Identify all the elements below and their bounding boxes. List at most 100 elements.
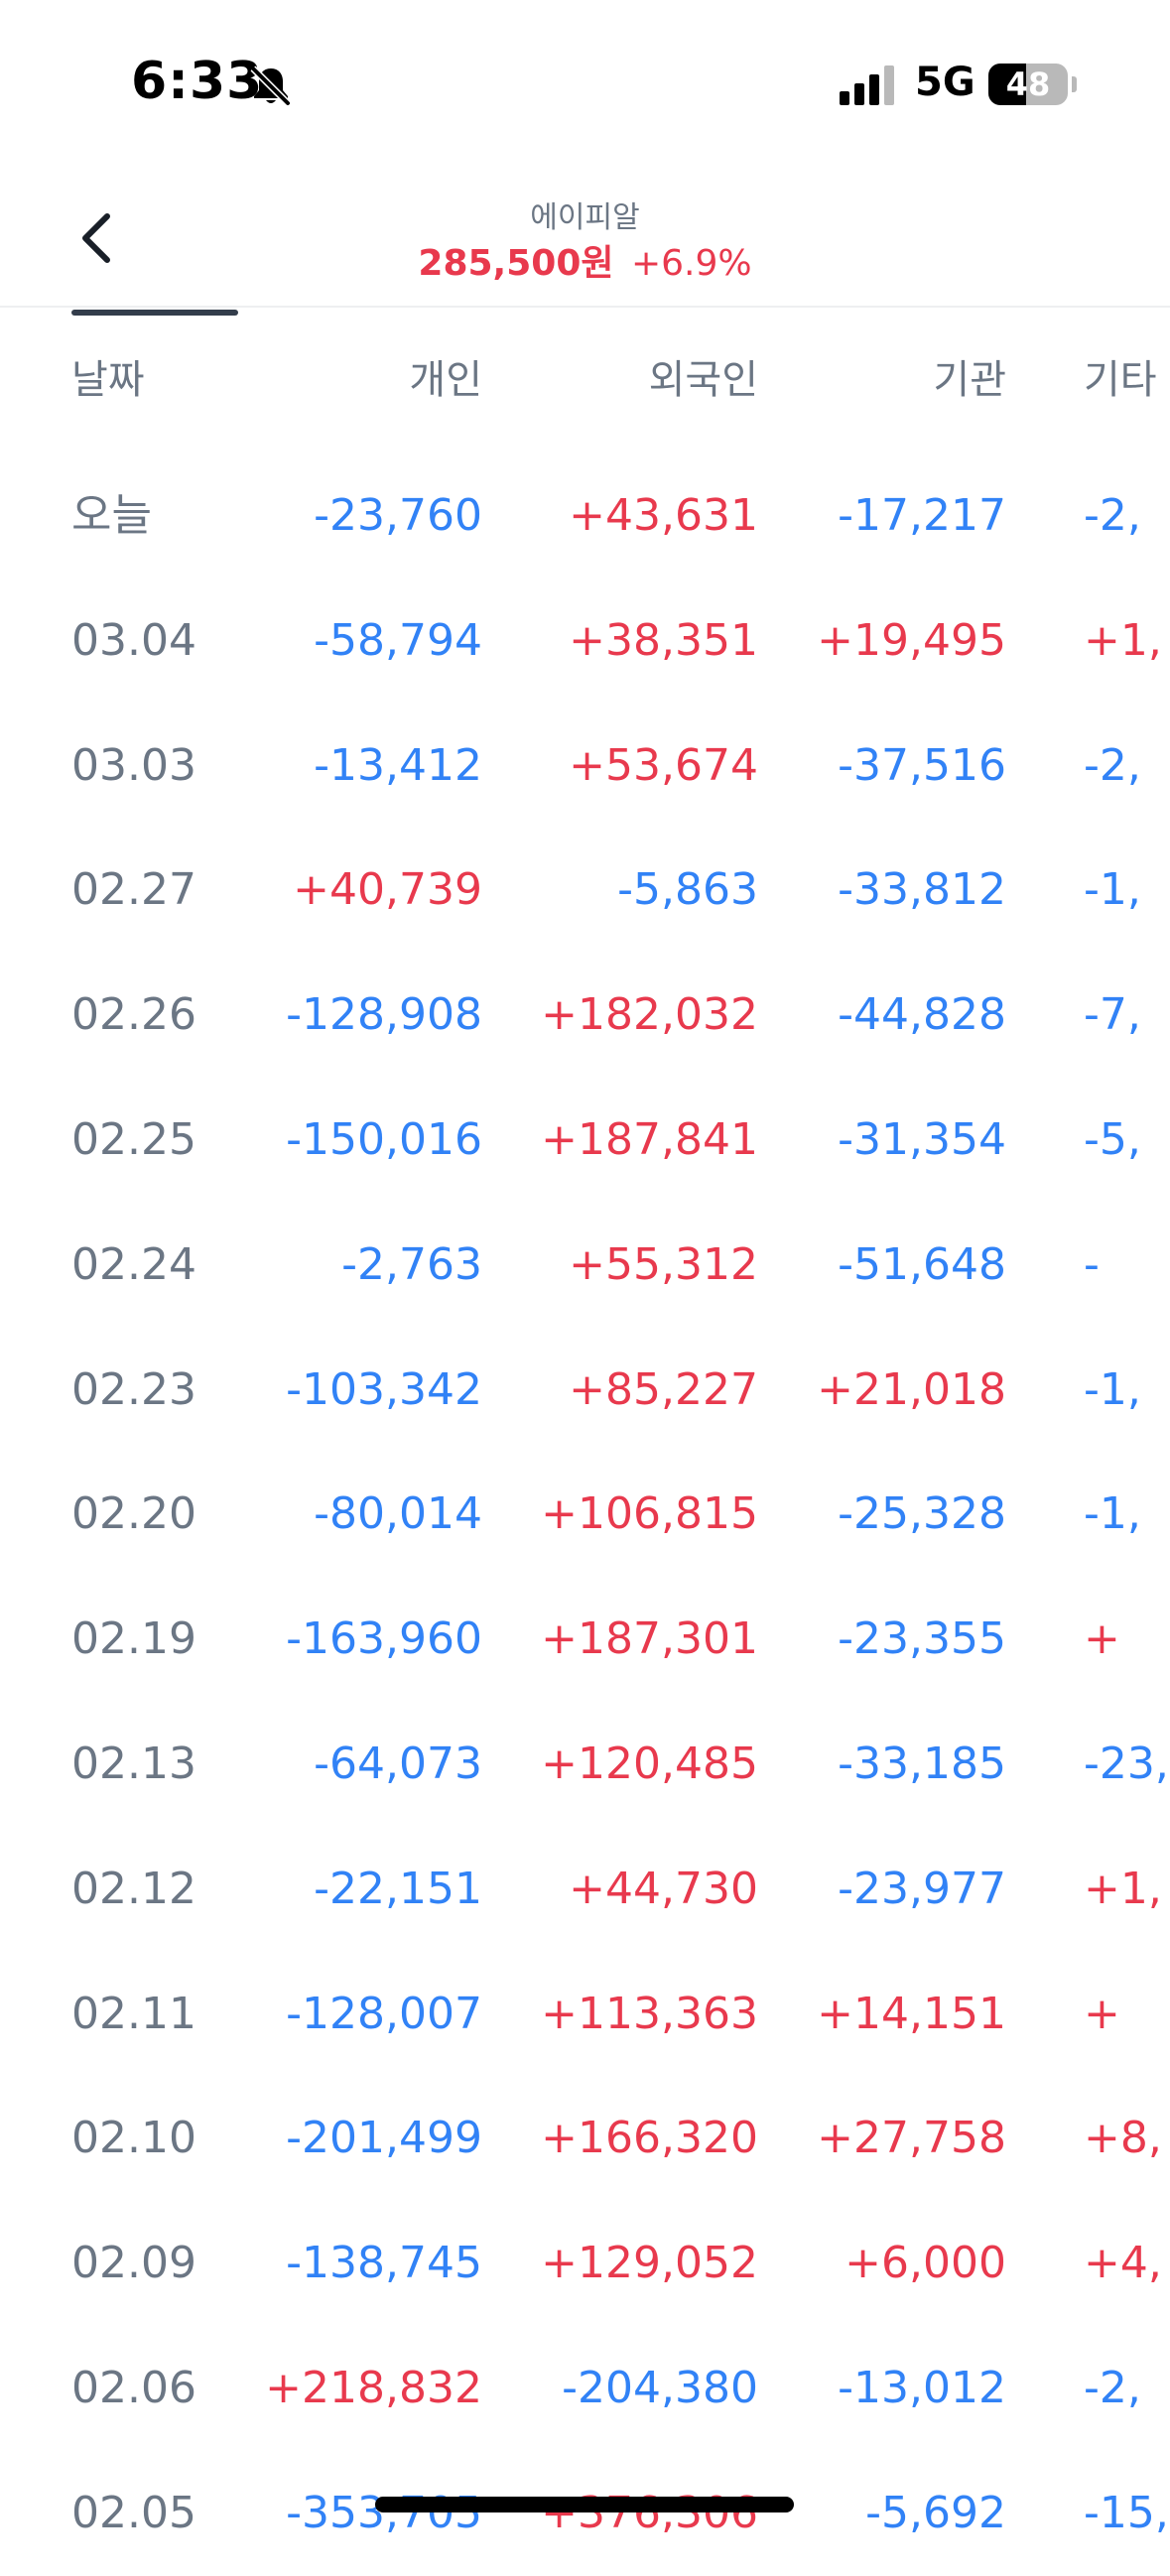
column-header-other[interactable]: 기타 [1084, 357, 1157, 403]
cell-institution: -51,648 [838, 1238, 1006, 1290]
cell-other: -1, [1084, 1363, 1141, 1415]
cell-foreign: +376,306 [541, 2487, 758, 2538]
cell-other: -15, [1084, 2487, 1169, 2538]
cell-date: 02.20 [71, 1488, 196, 1540]
cell-date: 03.03 [71, 739, 196, 791]
cell-foreign: +106,815 [541, 1488, 758, 1540]
cell-individual: -128,908 [286, 989, 482, 1041]
cell-other: -23, [1084, 1739, 1169, 1789]
table-row[interactable]: 02.05 -353,705 +376,306 -5,692 -15, [0, 2451, 1170, 2576]
table-row[interactable]: 02.23 -103,342 +85,227 +21,018 -1, [0, 1328, 1170, 1453]
cell-other: +8, [1084, 2113, 1162, 2164]
status-time: 6:33 [131, 52, 264, 111]
header-divider [0, 306, 1170, 308]
cell-date: 02.12 [71, 1863, 196, 1914]
table-row[interactable]: 02.24 -2,763 +55,312 -51,648 - [0, 1203, 1170, 1328]
cell-other: -2, [1084, 739, 1141, 791]
cell-institution: +6,000 [845, 2238, 1006, 2289]
cell-date: 03.04 [71, 614, 196, 666]
cell-foreign: +120,485 [541, 1739, 758, 1789]
stock-price: 285,500원 [418, 243, 614, 284]
tab-indicator [71, 310, 238, 316]
stock-price-line: 285,500원 +6.9% [0, 234, 1170, 286]
network-label: 5G [915, 60, 975, 105]
table-row[interactable]: 02.27 +40,739 -5,863 -33,812 -1, [0, 828, 1170, 953]
cell-institution: -13,012 [838, 2363, 1006, 2413]
cell-individual: -138,745 [286, 2238, 482, 2289]
table-row[interactable]: 02.06 +218,832 -204,380 -13,012 -2, [0, 2326, 1170, 2451]
cell-foreign: +187,301 [541, 1613, 758, 1665]
cell-other: + [1084, 1988, 1120, 2039]
cell-individual: -163,960 [286, 1613, 482, 1665]
cell-individual: -23,760 [314, 490, 482, 541]
cell-other: -1, [1084, 1488, 1141, 1540]
stock-change: +6.9% [630, 243, 752, 284]
cell-date: 02.10 [71, 2113, 196, 2164]
back-button[interactable] [60, 198, 139, 278]
cell-date: 02.23 [71, 1363, 196, 1415]
cell-foreign: +182,032 [541, 989, 758, 1041]
cell-institution: -37,516 [838, 739, 1006, 791]
cell-individual: -22,151 [314, 1863, 482, 1914]
chevron-left-icon [82, 213, 110, 263]
top-header: 에이피알 285,500원 +6.9% [0, 169, 1170, 308]
battery-icon: 48 [988, 64, 1068, 105]
cell-individual: -2,763 [341, 1238, 482, 1290]
home-indicator [375, 2497, 794, 2512]
column-header-individual[interactable]: 개인 [409, 357, 482, 403]
cell-date: 02.11 [71, 1988, 196, 2039]
cell-foreign: +55,312 [569, 1238, 758, 1290]
cell-institution: +21,018 [817, 1363, 1006, 1415]
cell-individual: -64,073 [314, 1739, 482, 1789]
cell-other: -7, [1084, 989, 1141, 1041]
cell-other: - [1084, 1238, 1100, 1290]
cell-other: -1, [1084, 864, 1141, 916]
cell-individual: -201,499 [286, 2113, 482, 2164]
table-row[interactable]: 02.20 -80,014 +106,815 -25,328 -1, [0, 1452, 1170, 1577]
cell-other: +4, [1084, 2238, 1162, 2289]
table-row[interactable]: 02.26 -128,908 +182,032 -44,828 -7, [0, 953, 1170, 1078]
cell-individual: -80,014 [314, 1488, 482, 1540]
cell-institution: -5,692 [865, 2487, 1006, 2538]
column-header-foreign[interactable]: 외국인 [648, 357, 758, 403]
cell-date: 02.25 [71, 1114, 196, 1165]
cell-individual: -353,705 [286, 2487, 482, 2538]
cell-date: 02.05 [71, 2487, 196, 2538]
table-row[interactable]: 02.13 -64,073 +120,485 -33,185 -23, [0, 1702, 1170, 1827]
cell-institution: -33,185 [838, 1739, 1006, 1789]
cell-date: 02.09 [71, 2238, 196, 2289]
table-row[interactable]: 03.03 -13,412 +53,674 -37,516 -2, [0, 704, 1170, 829]
cell-date: 오늘 [71, 490, 152, 541]
cell-institution: +27,758 [817, 2113, 1006, 2164]
cell-individual: -150,016 [286, 1114, 482, 1165]
cell-institution: -17,217 [838, 490, 1006, 541]
cell-foreign: +187,841 [541, 1114, 758, 1165]
column-header-institution[interactable]: 기관 [933, 357, 1006, 403]
table-row[interactable]: 02.09 -138,745 +129,052 +6,000 +4, [0, 2201, 1170, 2326]
cell-date: 02.24 [71, 1238, 196, 1290]
cell-date: 02.06 [71, 2363, 196, 2413]
cell-foreign: -204,380 [562, 2363, 758, 2413]
column-header-date[interactable]: 날짜 [71, 357, 145, 403]
table-row[interactable]: 오늘 -23,760 +43,631 -17,217 -2, [0, 453, 1170, 579]
cell-foreign: +53,674 [569, 739, 758, 791]
cell-institution: +14,151 [817, 1988, 1006, 2039]
status-bar: 6:33 5G 48 [0, 0, 1170, 169]
cell-date: 02.27 [71, 864, 196, 916]
cell-individual: +40,739 [293, 864, 482, 916]
cell-foreign: +113,363 [541, 1988, 758, 2039]
cell-individual: +218,832 [265, 2363, 482, 2413]
table-row[interactable]: 02.10 -201,499 +166,320 +27,758 +8, [0, 2076, 1170, 2201]
table-header-row: 날짜 개인 외국인 기관 기타 [0, 318, 1170, 443]
table-row[interactable]: 03.04 -58,794 +38,351 +19,495 +1, [0, 579, 1170, 704]
table-row[interactable]: 02.12 -22,151 +44,730 -23,977 +1, [0, 1827, 1170, 1952]
table-row[interactable]: 02.19 -163,960 +187,301 -23,355 + [0, 1577, 1170, 1702]
cell-individual: -58,794 [314, 614, 482, 666]
cell-foreign: +129,052 [541, 2238, 758, 2289]
stock-name: 에이피알 [530, 200, 640, 235]
cell-foreign: +38,351 [569, 614, 758, 666]
table-row[interactable]: 02.25 -150,016 +187,841 -31,354 -5, [0, 1078, 1170, 1203]
cell-other: + [1084, 1613, 1120, 1665]
cell-other: +1, [1084, 1863, 1162, 1914]
table-row[interactable]: 02.11 -128,007 +113,363 +14,151 + [0, 1952, 1170, 2077]
